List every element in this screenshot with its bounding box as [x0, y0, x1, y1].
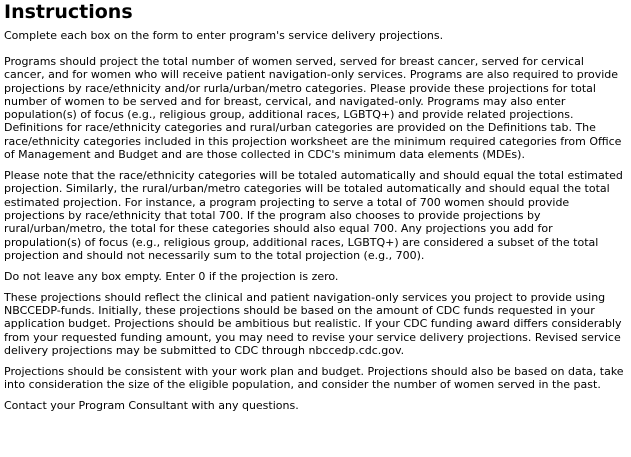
paragraph-no-empty-boxes: Do not leave any box empty. Enter 0 if t…	[4, 269, 339, 283]
paragraph-automatic-totaling: Please note that the race/ethnicity cate…	[4, 169, 623, 262]
paragraph-work-plan-consistency: Projections should be consistent with yo…	[4, 364, 624, 392]
page-title: Instructions	[4, 1, 133, 23]
paragraph-contact-consultant: Contact your Program Consultant with any…	[4, 399, 299, 413]
paragraph-complete-each-box: Complete each box on the form to enter p…	[4, 29, 444, 42]
paragraph-projection-requirements: Programs should project the total number…	[4, 54, 622, 162]
paragraph-funding-basis: These projections should reflect the cli…	[4, 290, 622, 357]
instructions-page: Instructions Complete each box on the fo…	[4, 1, 624, 413]
